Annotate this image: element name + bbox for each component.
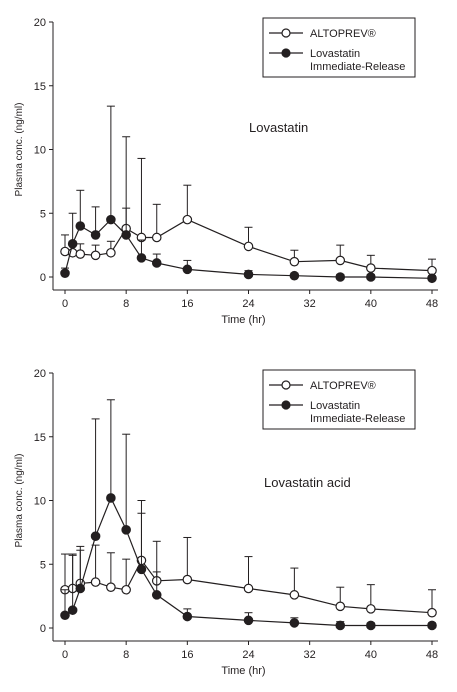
y-tick-label: 10 [34,496,46,508]
data-point [366,263,376,273]
x-tick-label: 16 [181,298,193,310]
legend-marker-open [281,28,291,38]
data-point [335,620,346,631]
data-point [182,264,193,275]
y-tick-label: 15 [34,432,46,444]
data-point [90,230,101,240]
legend-marker-filled [281,400,291,410]
x-tick-label: 48 [426,298,438,310]
x-tick-label: 40 [365,649,377,661]
data-point [60,268,70,278]
series-1 [60,500,437,618]
y-tick-label: 0 [40,623,46,635]
chart-panel-1: 0 5 10 15 20 0 8 16 24 32 40 48 Time (hr) Plasma conc… [14,17,438,326]
legend-box [262,369,416,430]
x-tick-label: 32 [304,298,316,310]
y-axis-label: Plasma conc. (ng/ml) [14,454,25,548]
data-point [427,607,437,618]
legend-box [262,17,416,78]
data-point [182,611,193,622]
legend-label: ALTOPREV® [310,28,376,40]
legend-label: Lovastatin Immediate-Release [310,48,405,73]
data-point [335,601,346,612]
x-axis-label: Time (hr) [221,314,265,326]
data-point [289,618,300,628]
y-axis-label: Plasma conc. (ng/ml) [14,103,25,197]
y-tick-label: 5 [40,208,46,220]
series-1 [60,136,437,276]
data-point [243,615,254,626]
data-point [366,604,376,614]
data-point [335,255,346,266]
data-point [289,256,300,267]
legend-label: Lovastatin Immediate-Release [310,400,405,425]
data-point [289,270,300,281]
data-point [90,250,101,261]
x-tick-label: 8 [123,649,129,661]
data-point [106,214,116,225]
x-tick-label: 0 [62,298,68,310]
x-axis-label: Time (hr) [221,665,265,677]
data-point [60,610,70,621]
data-point [75,221,86,231]
chart-title: Lovastatin acid [264,475,351,490]
data-point [106,493,116,503]
chart-panel-2: 0 5 10 15 20 0 8 16 24 32 40 48 Time (hr) Plasma conc… [14,368,438,677]
x-tick-label: 24 [242,649,254,661]
data-point [243,241,254,252]
data-point [151,258,162,268]
data-point [151,232,162,243]
legend: ALTOPREV® Lovastatin Immediate-Release [262,369,416,430]
data-point [243,269,254,280]
data-point [90,577,101,587]
chart-title: Lovastatin [249,120,308,135]
data-point [75,583,86,594]
y-tick-label: 10 [34,145,46,157]
data-point [136,253,147,263]
data-point [106,247,116,258]
y-tick-label: 0 [40,272,46,284]
x-tick-label: 8 [123,298,129,310]
data-point [427,620,437,631]
data-point [106,582,116,592]
series-2 [60,105,437,284]
y-tick-label: 20 [34,17,46,29]
data-point [366,272,376,282]
data-point [182,214,193,225]
data-point [151,590,162,600]
data-point [182,574,193,585]
data-point [121,230,131,240]
x-tick-label: 16 [181,649,193,661]
series-2 [60,399,437,631]
data-point [427,273,437,284]
data-point [335,272,346,282]
data-point [121,525,131,535]
data-point [243,583,254,594]
legend: ALTOPREV® Lovastatin Immediate-Release [262,17,416,78]
data-point [90,531,101,541]
y-tick-label: 20 [34,368,46,380]
data-point [67,605,78,615]
legend-marker-filled [281,48,291,58]
data-point [289,590,300,600]
data-point [121,584,131,595]
data-point [75,249,86,259]
x-tick-label: 48 [426,649,438,661]
y-tick-label: 5 [40,559,46,571]
data-point [136,564,147,575]
legend-marker-open [281,380,291,390]
data-point [60,246,70,257]
data-point [67,239,78,249]
x-tick-label: 40 [365,298,377,310]
series-line [64,496,432,627]
x-tick-label: 32 [304,649,316,661]
data-point [366,620,376,631]
legend-label: ALTOPREV® [310,380,376,392]
x-tick-label: 24 [242,298,254,310]
y-tick-label: 15 [34,81,46,93]
x-tick-label: 0 [62,649,68,661]
